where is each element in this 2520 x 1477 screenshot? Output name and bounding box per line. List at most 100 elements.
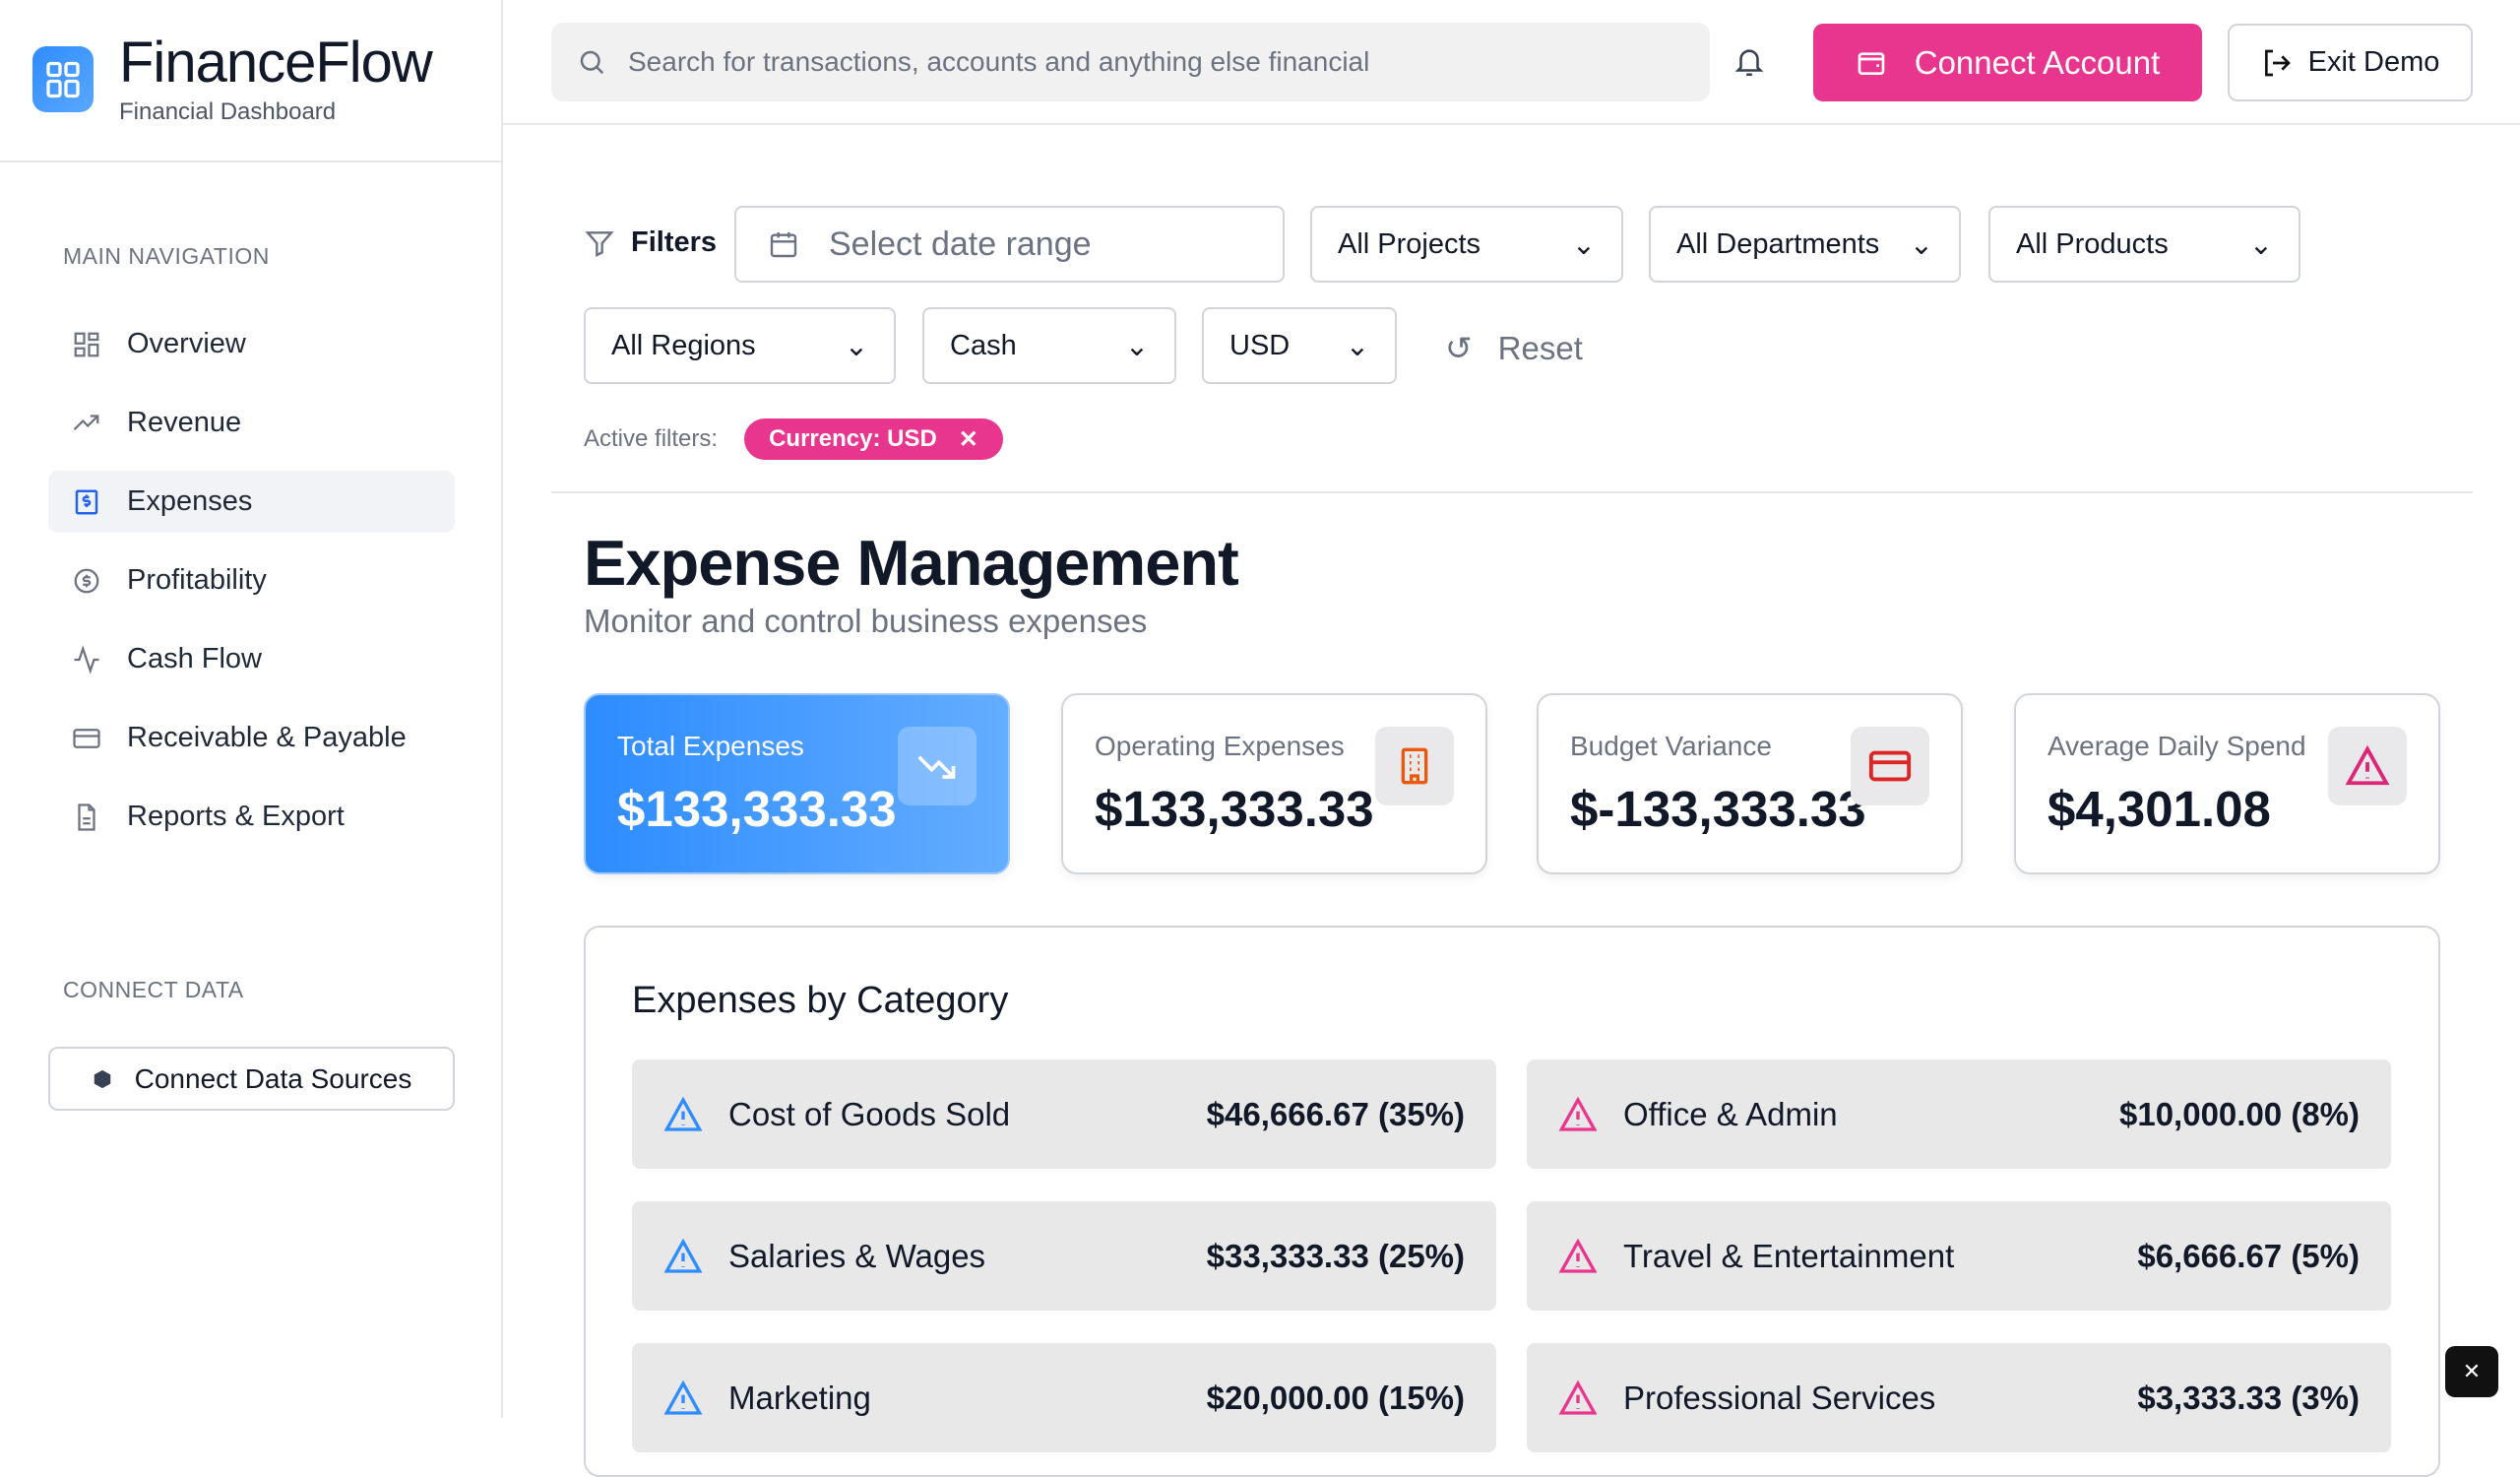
filter-icon xyxy=(585,230,614,257)
category-item: Salaries & Wages $33,333.33 (25%) xyxy=(632,1201,1496,1311)
divider xyxy=(0,161,503,162)
connect-account-button[interactable]: Connect Account xyxy=(1813,24,2202,101)
card-label: Budget Variance xyxy=(1570,731,1772,761)
filters-label: Filters xyxy=(584,226,717,259)
chevron-down-icon: ⌄ xyxy=(2248,228,2273,261)
search-placeholder: Search for transactions, accounts and an… xyxy=(628,46,1370,77)
brand-name: FinanceFlow xyxy=(119,31,433,95)
projects-select[interactable]: All Projects ⌄ xyxy=(1310,206,1623,283)
chevron-down-icon: ⌄ xyxy=(844,330,868,362)
card-value: $133,333.33 xyxy=(617,781,897,837)
connect-data-sources-button[interactable]: Connect Data Sources xyxy=(48,1047,455,1111)
date-placeholder: Select date range xyxy=(829,225,1092,263)
category-item: Travel & Entertainment $6,666.67 (5%) xyxy=(1527,1201,2391,1311)
sidebar-item-reports-export[interactable]: Reports & Export xyxy=(48,786,455,848)
sidebar-item-label: Reports & Export xyxy=(127,801,345,832)
search-icon xyxy=(580,50,604,75)
receipt-dollar-icon xyxy=(75,489,98,514)
page-title: Expense Management xyxy=(584,527,1239,599)
card-label: Total Expenses xyxy=(617,731,804,761)
regions-select[interactable]: All Regions ⌄ xyxy=(584,307,896,384)
panel-title: Expenses by Category xyxy=(632,980,1009,1021)
exit-demo-button[interactable]: Exit Demo xyxy=(2228,24,2473,101)
card-average-daily-spend: Average Daily Spend $4,301.08 xyxy=(2014,693,2440,874)
card-budget-variance: Budget Variance $-133,333.33 xyxy=(1537,693,1963,874)
date-range-picker[interactable]: Select date range xyxy=(734,206,1285,283)
sidebar-item-label: Expenses xyxy=(127,485,253,517)
sidebar-item-label: Cash Flow xyxy=(127,643,262,674)
card-label: Operating Expenses xyxy=(1095,731,1345,761)
dollar-circle-icon xyxy=(74,568,99,593)
page-subtitle: Monitor and control business expenses xyxy=(584,603,1148,639)
category-amount: $10,000.00 (8%) xyxy=(2118,1095,2360,1132)
file-text-icon xyxy=(78,803,95,831)
trending-down-icon xyxy=(898,727,976,805)
brand-subtitle: Financial Dashboard xyxy=(119,98,337,125)
credit-card-icon xyxy=(73,728,100,748)
alert-triangle-icon xyxy=(663,1238,703,1273)
wallet-icon xyxy=(1858,51,1885,75)
alert-triangle-icon xyxy=(1558,1238,1598,1273)
chevron-down-icon: ⌄ xyxy=(1124,330,1149,362)
departments-select[interactable]: All Departments ⌄ xyxy=(1649,206,1961,283)
bell-icon[interactable] xyxy=(1732,43,1766,81)
sidebar-item-expenses[interactable]: Expenses xyxy=(48,471,455,533)
category-name: Cost of Goods Sold xyxy=(728,1095,1011,1132)
card-operating-expenses: Operating Expenses $133,333.33 xyxy=(1061,693,1487,874)
sidebar-item-revenue[interactable]: Revenue xyxy=(48,392,455,454)
connect-account-label: Connect Account xyxy=(1914,43,2161,81)
category-item: Cost of Goods Sold $46,666.67 (35%) xyxy=(632,1060,1496,1169)
alert-triangle-icon xyxy=(663,1380,703,1415)
close-button[interactable]: ✕ xyxy=(2445,1346,2498,1397)
building-icon xyxy=(1375,727,1454,805)
sidebar-item-label: Revenue xyxy=(127,407,242,438)
cube-icon xyxy=(94,1069,110,1088)
active-filters-label: Active filters: xyxy=(584,425,719,452)
connect-data-label: Connect Data Sources xyxy=(134,1062,412,1094)
divider xyxy=(551,491,2473,493)
sidebar-item-overview[interactable]: Overview xyxy=(48,313,455,375)
chevron-down-icon: ⌄ xyxy=(1571,228,1596,261)
rotate-ccw-icon: ↺ xyxy=(1445,330,1473,366)
category-item: Marketing $20,000.00 (15%) xyxy=(632,1343,1496,1452)
category-amount: $20,000.00 (15%) xyxy=(1206,1379,1465,1416)
sidebar-item-label: Overview xyxy=(127,328,246,359)
sidebar-item-profitability[interactable]: Profitability xyxy=(48,549,455,611)
category-name: Salaries & Wages xyxy=(728,1237,986,1274)
grid-icon xyxy=(74,332,99,356)
chevron-down-icon: ⌄ xyxy=(1909,228,1933,261)
sidebar-item-label: Receivable & Payable xyxy=(127,722,407,753)
cash-select[interactable]: Cash ⌄ xyxy=(922,307,1176,384)
main-nav-heading: MAIN NAVIGATION xyxy=(63,243,270,269)
category-name: Travel & Entertainment xyxy=(1623,1237,1955,1274)
search-input[interactable]: Search for transactions, accounts and an… xyxy=(551,23,1710,101)
card-label: Average Daily Spend xyxy=(2048,731,2306,761)
close-icon[interactable]: ✕ xyxy=(958,425,978,453)
category-item: Office & Admin $10,000.00 (8%) xyxy=(1527,1060,2391,1169)
category-amount: $3,333.33 (3%) xyxy=(2137,1379,2360,1416)
trending-up-icon xyxy=(73,414,99,430)
sidebar-item-label: Profitability xyxy=(127,564,267,596)
category-name: Marketing xyxy=(728,1379,871,1416)
category-amount: $33,333.33 (25%) xyxy=(1206,1237,1465,1274)
alert-triangle-icon xyxy=(663,1096,703,1131)
card-total-expenses: Total Expenses $133,333.33 xyxy=(584,693,1010,874)
sidebar-item-cash-flow[interactable]: Cash Flow xyxy=(48,628,455,690)
currency-select[interactable]: USD ⌄ xyxy=(1202,307,1397,384)
calendar-icon xyxy=(770,232,797,258)
category-name: Office & Admin xyxy=(1623,1095,1838,1132)
card-value: $-133,333.33 xyxy=(1570,781,1866,837)
category-amount: $46,666.67 (35%) xyxy=(1206,1095,1465,1132)
alert-triangle-icon xyxy=(1558,1380,1598,1415)
card-value: $4,301.08 xyxy=(2048,781,2271,837)
sidebar-item-receivable-payable[interactable]: Receivable & Payable xyxy=(48,707,455,769)
connect-data-heading: CONNECT DATA xyxy=(63,977,244,1002)
reset-button[interactable]: ↺ Reset xyxy=(1445,329,1583,367)
category-item: Professional Services $3,333.33 (3%) xyxy=(1527,1343,2391,1452)
active-filter-chip[interactable]: Currency: USD ✕ xyxy=(744,418,1003,460)
log-out-icon xyxy=(2264,49,2291,76)
category-amount: $6,666.67 (5%) xyxy=(2137,1237,2360,1274)
products-select[interactable]: All Products ⌄ xyxy=(1988,206,2300,283)
logo-grid-icon xyxy=(32,46,94,112)
activity-icon xyxy=(74,644,99,674)
